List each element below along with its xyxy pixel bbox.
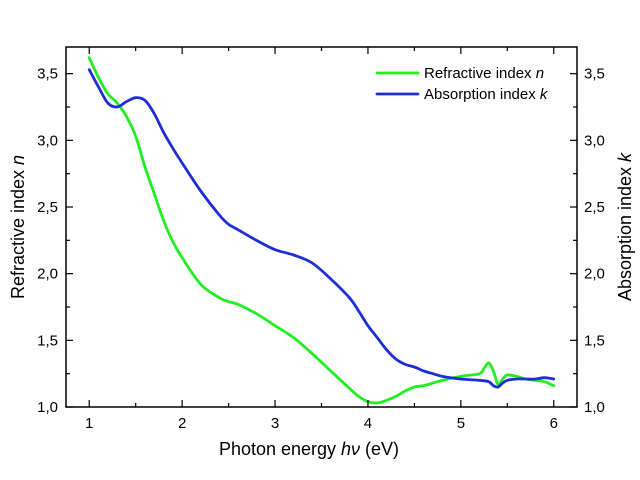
- y-axis-left-title: Refractive index n: [8, 155, 28, 299]
- y-tick-label-right: 3,5: [584, 66, 605, 83]
- legend-label-k: Absorption index k: [424, 86, 549, 103]
- series-line-k: [87, 68, 556, 389]
- y-tick-label-left: 3,0: [37, 132, 58, 149]
- chart-legend: Refractive index n Absorption index k: [375, 65, 549, 103]
- legend-label-n: Refractive index n: [424, 65, 544, 82]
- x-tick-label: 3: [271, 415, 279, 432]
- x-tick-label: 4: [364, 415, 372, 432]
- x-tick-label: 1: [85, 415, 93, 432]
- x-tick-label: 2: [178, 415, 186, 432]
- y-tick-label-right: 1,0: [584, 399, 605, 416]
- y-tick-label-right: 1,5: [584, 332, 605, 349]
- y-tick-label-right: 2,0: [584, 266, 605, 283]
- series-line-n: [87, 56, 556, 405]
- y-tick-label-left: 2,0: [37, 266, 58, 283]
- y-tick-label-left: 1,0: [37, 399, 58, 416]
- y-tick-label-left: 3,5: [37, 66, 58, 83]
- x-tick-label: 5: [457, 415, 465, 432]
- x-tick-label: 6: [550, 415, 558, 432]
- y-tick-label-right: 2,5: [584, 199, 605, 216]
- y-axis-right-title: Absorption index k: [615, 152, 635, 301]
- x-axis-title: Photon energy hν (eV): [219, 439, 399, 459]
- y-tick-label-left: 2,5: [37, 199, 58, 216]
- y-tick-label-right: 3,0: [584, 132, 605, 149]
- y-tick-label-left: 1,5: [37, 332, 58, 349]
